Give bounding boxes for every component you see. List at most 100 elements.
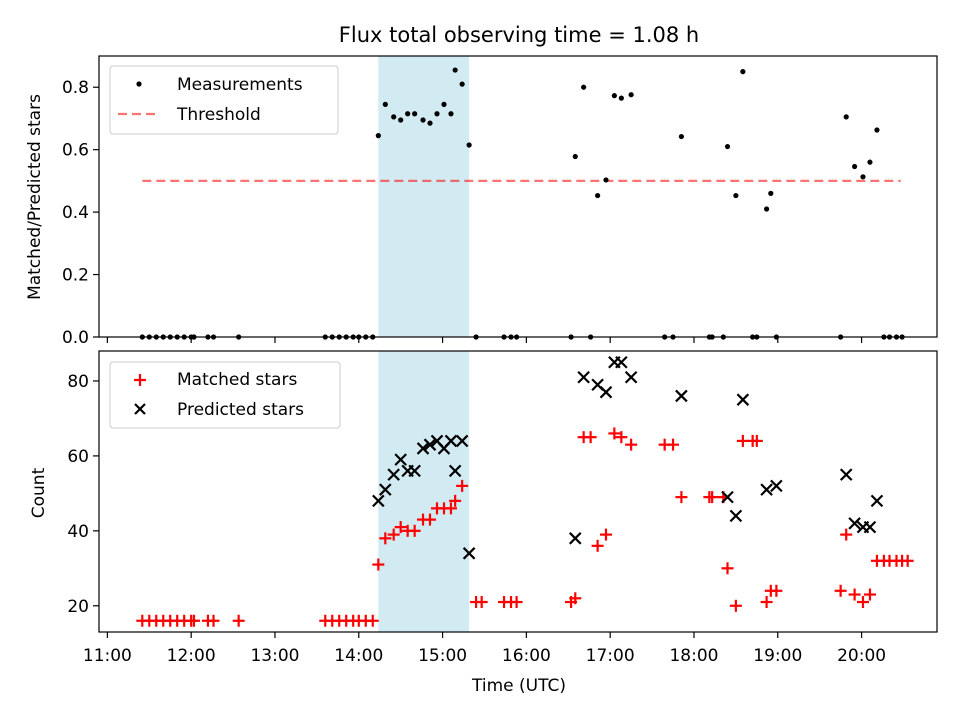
legend-matched-label: Matched stars — [177, 370, 297, 390]
x-tick-label: 11:00 — [83, 646, 132, 666]
predicted-stars-point — [870, 494, 884, 508]
measurements-point — [441, 101, 447, 107]
matched-stars-point — [449, 494, 462, 507]
predicted-stars-point — [448, 464, 462, 478]
matched-stars-point — [750, 434, 763, 447]
ratio-x-ticks — [106, 337, 863, 343]
measurements-point — [405, 111, 411, 117]
matched-stars-point — [599, 528, 612, 541]
count-plot-frame — [98, 350, 938, 633]
matched-stars-point — [394, 521, 407, 534]
measurements-point — [611, 93, 617, 99]
matched-stars-point — [721, 562, 734, 575]
predicted-stars-point — [423, 438, 437, 451]
measurements-point — [391, 114, 397, 120]
y-tick-label: 0.2 — [62, 266, 89, 286]
measurements-point — [851, 163, 858, 170]
matched-stars-point — [569, 592, 582, 605]
x-tick-label: 13:00 — [250, 646, 299, 666]
measurements-point — [733, 192, 739, 199]
measurements-point — [867, 159, 873, 165]
matched-stars-point — [625, 438, 638, 451]
matched-stars-point — [863, 588, 876, 601]
measurements-point — [860, 174, 866, 180]
matched-stars-point — [187, 614, 200, 627]
predicted-stars-point — [848, 517, 861, 530]
legend-predicted-label: Predicted stars — [177, 400, 304, 420]
ratio-legend-box — [109, 65, 339, 135]
y-tick-label: 0.4 — [62, 203, 89, 223]
measurements-point — [452, 67, 458, 73]
matched-stars-point — [372, 558, 385, 571]
predicted-stars-point — [568, 532, 582, 545]
x-tick-label: 15:00 — [418, 646, 467, 666]
matched-stars-point — [444, 502, 457, 515]
ratio-shaded-region — [378, 56, 470, 337]
matched-stars-point — [387, 528, 400, 541]
y-tick-label: 80 — [67, 372, 89, 392]
matched-stars-point — [591, 539, 604, 552]
predicted-stars-point — [770, 479, 783, 493]
legend-measurements-label: Measurements — [177, 75, 303, 95]
x-tick-label: 12:00 — [167, 646, 216, 666]
measurements-point — [843, 114, 849, 120]
matched-stars-point — [408, 524, 421, 537]
measurements-point — [434, 111, 440, 117]
predicted-stars-point — [408, 464, 421, 478]
predicted-stars-point — [455, 434, 469, 448]
y-tick-label: 20 — [67, 597, 89, 617]
matched-stars-point — [608, 427, 621, 440]
predicted-stars-point — [729, 509, 743, 523]
predicted-stars-point — [736, 393, 750, 406]
measurements-point — [382, 101, 388, 107]
count-legend-box — [109, 361, 341, 429]
matched-stars-point — [475, 596, 488, 609]
predicted-stars-point — [394, 453, 407, 466]
matched-stars-point — [366, 614, 379, 627]
legend-measurements-marker — [136, 81, 142, 87]
x-tick-label: 17:00 — [586, 646, 635, 666]
count-x-ticks: 11:00 12:00 13:00 14:00 15:00 16:00 17:00 18:00… — [83, 632, 886, 666]
measurements-point — [768, 190, 774, 196]
matched-stars-point — [456, 479, 469, 492]
measurements-point — [448, 111, 454, 117]
ratio-panel: 0.00.20.40.60.8 Matched/Predicted stars … — [25, 55, 938, 348]
predicted-stars-point — [760, 483, 773, 496]
measurements-point — [678, 133, 685, 140]
predicted-stars-point — [599, 385, 613, 399]
matched-stars-point — [706, 491, 719, 504]
measurements-point — [459, 81, 465, 87]
matched-stars-point — [667, 438, 680, 451]
predicted-stars-point — [675, 389, 688, 403]
legend-predicted-marker — [134, 403, 146, 415]
predicted-stars-point — [721, 490, 734, 504]
x-axis-label: Time (UTC) — [471, 676, 566, 696]
measurements-point — [581, 84, 587, 90]
predicted-stars-point — [839, 468, 853, 481]
matched-stars-point — [584, 431, 597, 444]
measurements-point — [603, 177, 609, 183]
count-shaded-region — [378, 351, 470, 632]
ratio-y-ticks: 0.0 0.2 0.4 0.6 0.8 — [62, 78, 99, 348]
matched-stars-point — [840, 528, 853, 541]
x-tick-label: 19:00 — [753, 646, 802, 666]
x-tick-label: 16:00 — [502, 646, 551, 666]
count-legend: Matched stars Predicted stars — [109, 361, 341, 429]
measurements-point — [628, 92, 634, 98]
ratio-legend: Measurements Threshold — [109, 65, 339, 135]
measurements-point — [572, 153, 578, 160]
predicted-stars-point — [577, 370, 590, 384]
ratio-y-axis-label: Matched/Predicted stars — [25, 94, 45, 300]
measurements-point — [724, 143, 731, 150]
predicted-stars-point — [372, 494, 385, 508]
matched-stars-point — [834, 584, 847, 597]
ratio-plot-frame — [98, 55, 938, 338]
x-tick-label: 18:00 — [669, 646, 718, 666]
matched-stars-point — [424, 513, 437, 526]
matched-stars-point — [901, 554, 914, 567]
measurements-point — [874, 127, 880, 133]
legend-matched-marker — [134, 374, 146, 386]
count-marks — [136, 355, 914, 627]
x-tick-label: 20:00 — [837, 646, 886, 666]
